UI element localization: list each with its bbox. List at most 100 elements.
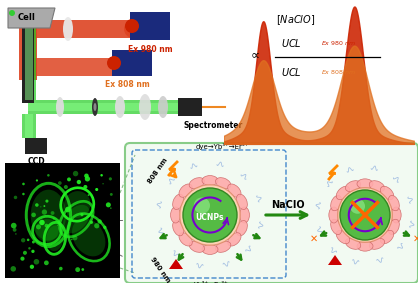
Ellipse shape (345, 238, 361, 249)
Ellipse shape (92, 98, 98, 116)
Ellipse shape (357, 241, 373, 251)
Circle shape (83, 185, 87, 189)
Ellipse shape (331, 196, 342, 211)
Text: 808 nm: 808 nm (147, 157, 169, 185)
Circle shape (47, 174, 50, 177)
Circle shape (14, 196, 17, 199)
Circle shape (180, 185, 240, 245)
Ellipse shape (46, 226, 64, 251)
Text: 980 nm: 980 nm (149, 256, 171, 283)
Bar (22, 28, 34, 103)
FancyBboxPatch shape (125, 143, 418, 283)
Circle shape (110, 207, 112, 209)
Bar (22, 28, 36, 100)
Ellipse shape (171, 207, 181, 223)
Ellipse shape (64, 191, 90, 218)
Circle shape (51, 211, 54, 215)
Text: UCNPs: UCNPs (196, 213, 224, 222)
Ellipse shape (173, 220, 184, 236)
Ellipse shape (391, 207, 401, 223)
Circle shape (53, 218, 55, 220)
Bar (112, 50, 152, 76)
Circle shape (76, 180, 81, 184)
Bar (25, 28, 33, 100)
Ellipse shape (336, 230, 349, 244)
Circle shape (58, 181, 62, 185)
Circle shape (58, 219, 60, 222)
Circle shape (125, 19, 139, 33)
Circle shape (27, 239, 29, 241)
Circle shape (88, 194, 89, 196)
Ellipse shape (189, 178, 204, 189)
Circle shape (102, 183, 104, 185)
Circle shape (31, 213, 36, 217)
Ellipse shape (236, 194, 247, 209)
Text: $UCL$: $UCL$ (281, 66, 301, 78)
Circle shape (100, 174, 103, 177)
Circle shape (97, 219, 102, 224)
Ellipse shape (31, 190, 66, 240)
Circle shape (44, 260, 49, 265)
Ellipse shape (139, 94, 151, 120)
Bar (28, 20, 133, 38)
Circle shape (350, 199, 365, 214)
Ellipse shape (216, 241, 231, 252)
Circle shape (338, 188, 393, 242)
Ellipse shape (72, 218, 105, 256)
Circle shape (109, 177, 112, 181)
Circle shape (103, 226, 107, 229)
Circle shape (32, 241, 35, 243)
Ellipse shape (388, 219, 399, 235)
Text: Cell: Cell (18, 14, 36, 23)
Circle shape (23, 251, 27, 255)
Ellipse shape (380, 230, 394, 244)
Ellipse shape (240, 207, 250, 223)
Circle shape (110, 193, 113, 196)
Text: NaClO: NaClO (271, 200, 305, 210)
Ellipse shape (357, 179, 373, 189)
Ellipse shape (345, 181, 361, 192)
Bar (28, 100, 196, 114)
Ellipse shape (202, 175, 218, 186)
Circle shape (10, 266, 16, 272)
Bar (5, 163, 120, 278)
Ellipse shape (63, 17, 73, 41)
Bar (178, 98, 202, 116)
Circle shape (31, 250, 35, 253)
Text: Ex 808 nm: Ex 808 nm (104, 80, 149, 89)
Text: Yb³⁺→Er³⁺: Yb³⁺→Er³⁺ (193, 282, 227, 283)
Circle shape (21, 238, 25, 243)
Circle shape (46, 200, 48, 203)
Circle shape (107, 56, 121, 70)
Text: $\propto$: $\propto$ (248, 48, 260, 61)
Polygon shape (8, 8, 55, 28)
Bar (28, 58, 113, 76)
Circle shape (30, 265, 34, 269)
Circle shape (85, 176, 90, 181)
Ellipse shape (369, 238, 385, 249)
Ellipse shape (36, 219, 59, 242)
Circle shape (9, 10, 15, 16)
Ellipse shape (158, 96, 168, 118)
Circle shape (40, 206, 41, 207)
Text: Spectrometer: Spectrometer (183, 121, 242, 130)
Bar (22, 114, 36, 138)
Circle shape (90, 221, 93, 224)
Bar (25, 114, 33, 138)
Polygon shape (328, 255, 342, 265)
Circle shape (73, 171, 78, 176)
Ellipse shape (369, 181, 385, 192)
Ellipse shape (336, 186, 349, 200)
Circle shape (72, 235, 77, 240)
Circle shape (57, 224, 59, 226)
Circle shape (13, 228, 16, 232)
Ellipse shape (115, 96, 125, 118)
Circle shape (11, 223, 17, 228)
Ellipse shape (388, 196, 399, 211)
Circle shape (64, 185, 68, 189)
Ellipse shape (331, 219, 342, 235)
Text: $[NaClO]$: $[NaClO]$ (276, 14, 316, 27)
Circle shape (75, 267, 80, 272)
Circle shape (71, 239, 73, 240)
Circle shape (42, 209, 47, 215)
